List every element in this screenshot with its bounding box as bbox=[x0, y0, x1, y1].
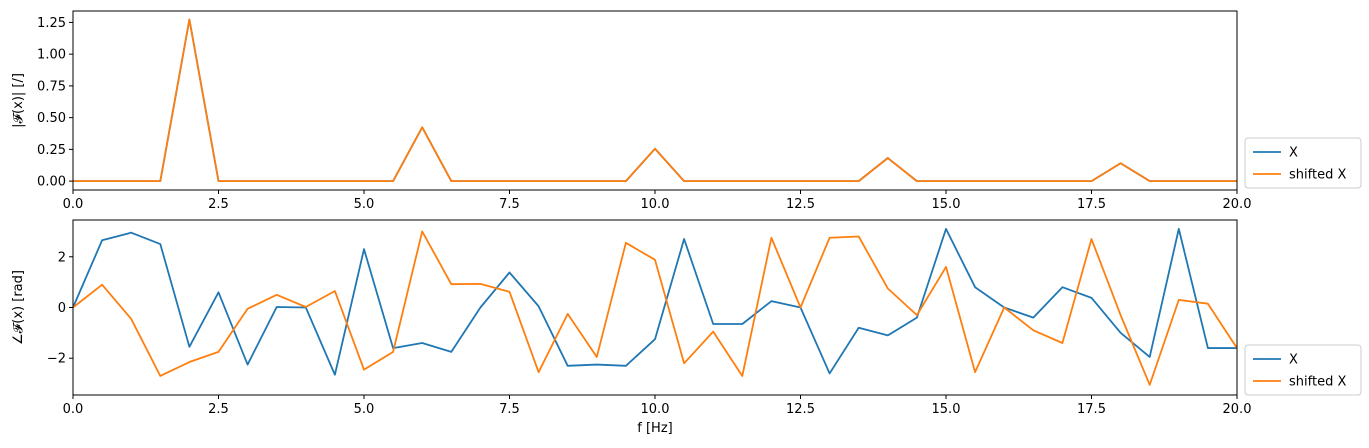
axes-frame bbox=[72, 10, 1238, 191]
magnitude-panel: 0.0 2.5 5.0 7.5 10.0 12.5 15.0 17.5 20.0 0.00 0.25… bbox=[11, 10, 1362, 212]
y-tick-label: 2 bbox=[58, 250, 66, 265]
x-tick-label: 10.0 bbox=[641, 197, 670, 212]
axes-frame bbox=[72, 219, 1238, 396]
y-tick-label: 0.75 bbox=[37, 79, 66, 94]
x-tick-label: 5.0 bbox=[354, 402, 375, 417]
series-line-shifted-x bbox=[73, 18, 1237, 183]
y-tick-label: 0 bbox=[58, 301, 66, 316]
x-tick-label: 7.5 bbox=[499, 197, 520, 212]
y-axis-label: |𝓕(x)| [/] bbox=[11, 73, 26, 128]
x-tick-label: 10.0 bbox=[641, 402, 670, 417]
y-tick-label: −2 bbox=[47, 352, 66, 367]
x-tick-label: 17.5 bbox=[1077, 402, 1106, 417]
series-line-x bbox=[73, 18, 1237, 183]
series-line-x bbox=[72, 227, 1237, 376]
legend-label: shifted X bbox=[1289, 375, 1346, 390]
y-tick-label: 0.00 bbox=[37, 175, 66, 190]
x-tick-label: 17.5 bbox=[1077, 197, 1106, 212]
x-tick-label: 7.5 bbox=[499, 402, 520, 417]
x-axis-label: f [Hz] bbox=[637, 421, 672, 436]
x-tick-label: 20.0 bbox=[1223, 402, 1252, 417]
legend-label: shifted X bbox=[1289, 168, 1346, 183]
x-tick-label: 20.0 bbox=[1223, 197, 1252, 212]
legend-label: X bbox=[1289, 146, 1298, 161]
x-tick-label: 2.5 bbox=[208, 197, 229, 212]
x-tick-label: 0.0 bbox=[63, 402, 84, 417]
legend-box bbox=[1244, 137, 1362, 189]
y-tick-label: 0.50 bbox=[37, 111, 66, 126]
y-tick-label: 0.25 bbox=[37, 143, 66, 158]
legend-box bbox=[1244, 344, 1362, 396]
series-line-shifted-x bbox=[72, 230, 1238, 386]
x-tick-label: 12.5 bbox=[786, 402, 815, 417]
x-tick-label: 15.0 bbox=[932, 197, 961, 212]
x-tick-label: 0.0 bbox=[63, 197, 84, 212]
y-tick-label: 1.00 bbox=[37, 48, 66, 63]
x-tick-label: 15.0 bbox=[932, 402, 961, 417]
y-axis-label: ∠𝓕(x) [rad] bbox=[11, 270, 26, 345]
legend-label: X bbox=[1289, 353, 1298, 368]
x-tick-label: 12.5 bbox=[786, 197, 815, 212]
x-tick-label: 2.5 bbox=[208, 402, 229, 417]
phase-panel: 0.0 2.5 5.0 7.5 10.0 12.5 15.0 17.5 20.0 −2 0 2 ∠𝓕(x… bbox=[11, 219, 1362, 436]
y-tick-label: 1.25 bbox=[37, 16, 66, 31]
x-tick-label: 5.0 bbox=[354, 197, 375, 212]
